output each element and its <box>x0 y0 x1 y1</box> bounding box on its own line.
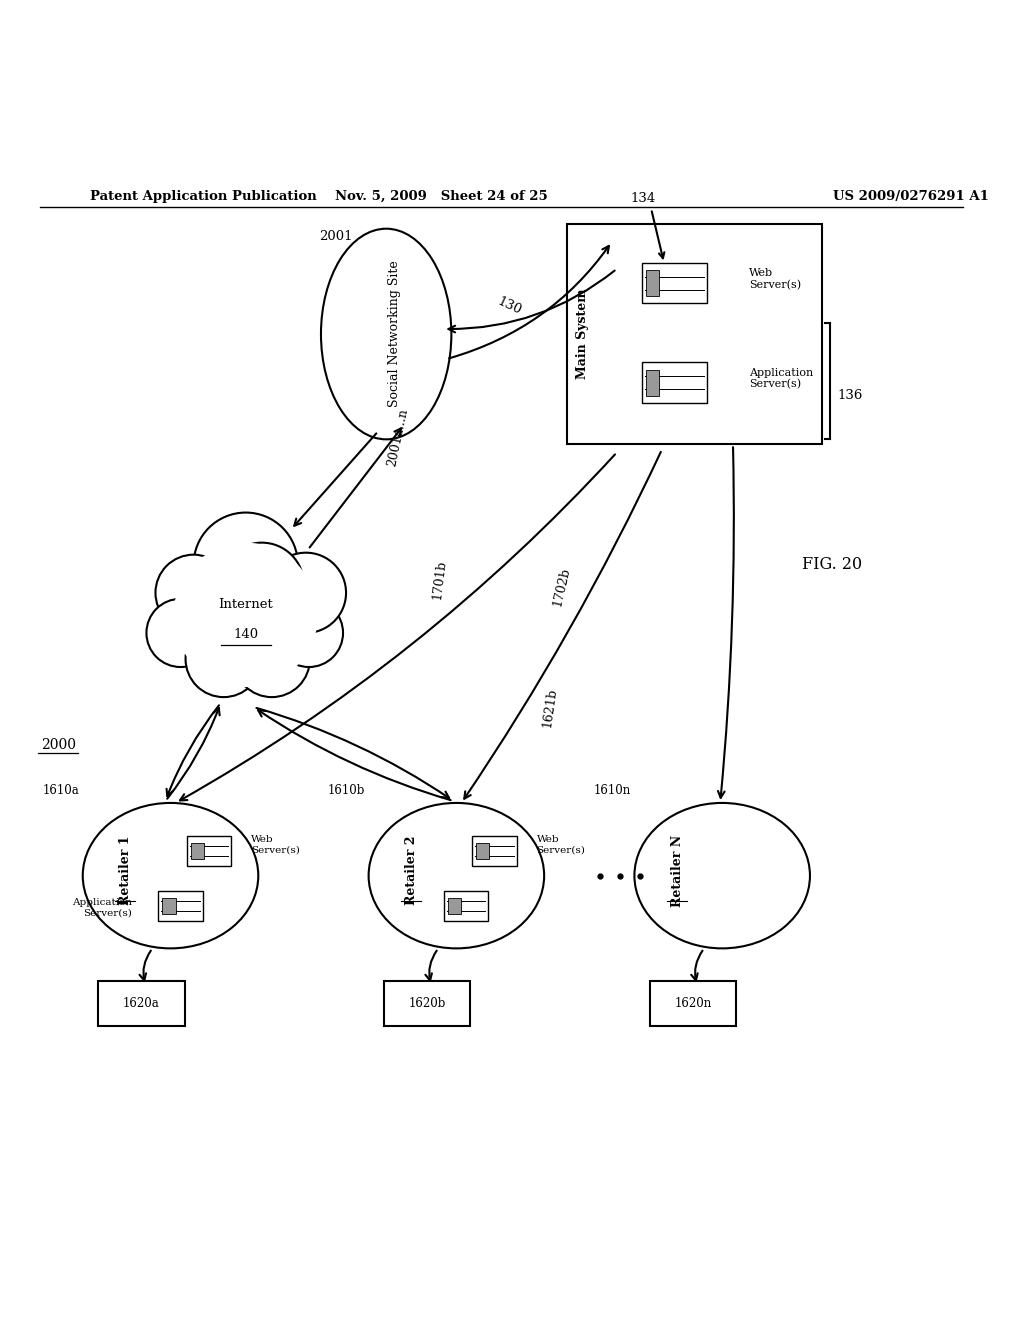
FancyBboxPatch shape <box>449 898 462 913</box>
Text: Nov. 5, 2009   Sheet 24 of 25: Nov. 5, 2009 Sheet 24 of 25 <box>335 190 548 203</box>
FancyBboxPatch shape <box>476 842 489 858</box>
Text: 1620a: 1620a <box>123 997 160 1010</box>
Text: 1701b: 1701b <box>430 560 449 601</box>
Ellipse shape <box>83 803 258 948</box>
Circle shape <box>220 543 304 627</box>
FancyBboxPatch shape <box>642 363 707 403</box>
Ellipse shape <box>635 803 810 948</box>
Text: Web
Server(s): Web Server(s) <box>750 268 802 290</box>
Text: Internet: Internet <box>218 598 273 611</box>
Text: 1610a: 1610a <box>42 784 79 797</box>
Text: 2001a...n: 2001a...n <box>386 407 411 467</box>
Text: 1610b: 1610b <box>328 784 366 797</box>
Text: Main System: Main System <box>577 289 589 379</box>
Text: 1621b: 1621b <box>541 686 559 729</box>
Circle shape <box>156 554 231 631</box>
Circle shape <box>233 620 310 697</box>
Text: 1702b: 1702b <box>551 566 572 607</box>
FancyBboxPatch shape <box>650 982 736 1026</box>
FancyBboxPatch shape <box>566 223 822 445</box>
FancyBboxPatch shape <box>384 982 470 1026</box>
Text: US 2009/0276291 A1: US 2009/0276291 A1 <box>833 190 988 203</box>
Text: Retailer N: Retailer N <box>671 834 684 907</box>
Text: FIG. 20: FIG. 20 <box>803 556 862 573</box>
Text: 1610n: 1610n <box>594 784 631 797</box>
Text: Application
Server(s): Application Server(s) <box>73 898 132 917</box>
Text: 2000: 2000 <box>41 738 76 752</box>
Text: Web
Server(s): Web Server(s) <box>251 834 300 854</box>
Text: 134: 134 <box>631 193 656 205</box>
Text: Patent Application Publication: Patent Application Publication <box>90 190 317 203</box>
Circle shape <box>185 620 262 697</box>
FancyBboxPatch shape <box>645 370 658 396</box>
Text: 140: 140 <box>233 628 258 642</box>
Circle shape <box>194 512 298 616</box>
Text: Social Networking Site: Social Networking Site <box>388 260 400 408</box>
Circle shape <box>266 553 346 632</box>
FancyBboxPatch shape <box>186 836 230 866</box>
FancyBboxPatch shape <box>472 836 516 866</box>
Circle shape <box>146 599 215 667</box>
FancyBboxPatch shape <box>190 842 204 858</box>
Text: 1620n: 1620n <box>675 997 712 1010</box>
Ellipse shape <box>321 228 452 440</box>
FancyBboxPatch shape <box>98 982 184 1026</box>
FancyBboxPatch shape <box>444 891 488 921</box>
Circle shape <box>173 543 318 688</box>
FancyBboxPatch shape <box>642 263 707 304</box>
Text: Retailer 1: Retailer 1 <box>119 836 132 906</box>
Text: 136: 136 <box>838 389 863 403</box>
Circle shape <box>274 599 343 667</box>
Text: 2001: 2001 <box>319 230 352 243</box>
Text: Web
Server(s): Web Server(s) <box>537 834 586 854</box>
FancyBboxPatch shape <box>645 271 658 296</box>
Text: 1620b: 1620b <box>409 997 446 1010</box>
Text: Application
Server(s): Application Server(s) <box>750 367 814 389</box>
Text: Retailer 2: Retailer 2 <box>404 836 418 906</box>
FancyBboxPatch shape <box>163 898 175 913</box>
Text: 130: 130 <box>496 294 523 317</box>
Ellipse shape <box>369 803 544 948</box>
FancyBboxPatch shape <box>159 891 203 921</box>
